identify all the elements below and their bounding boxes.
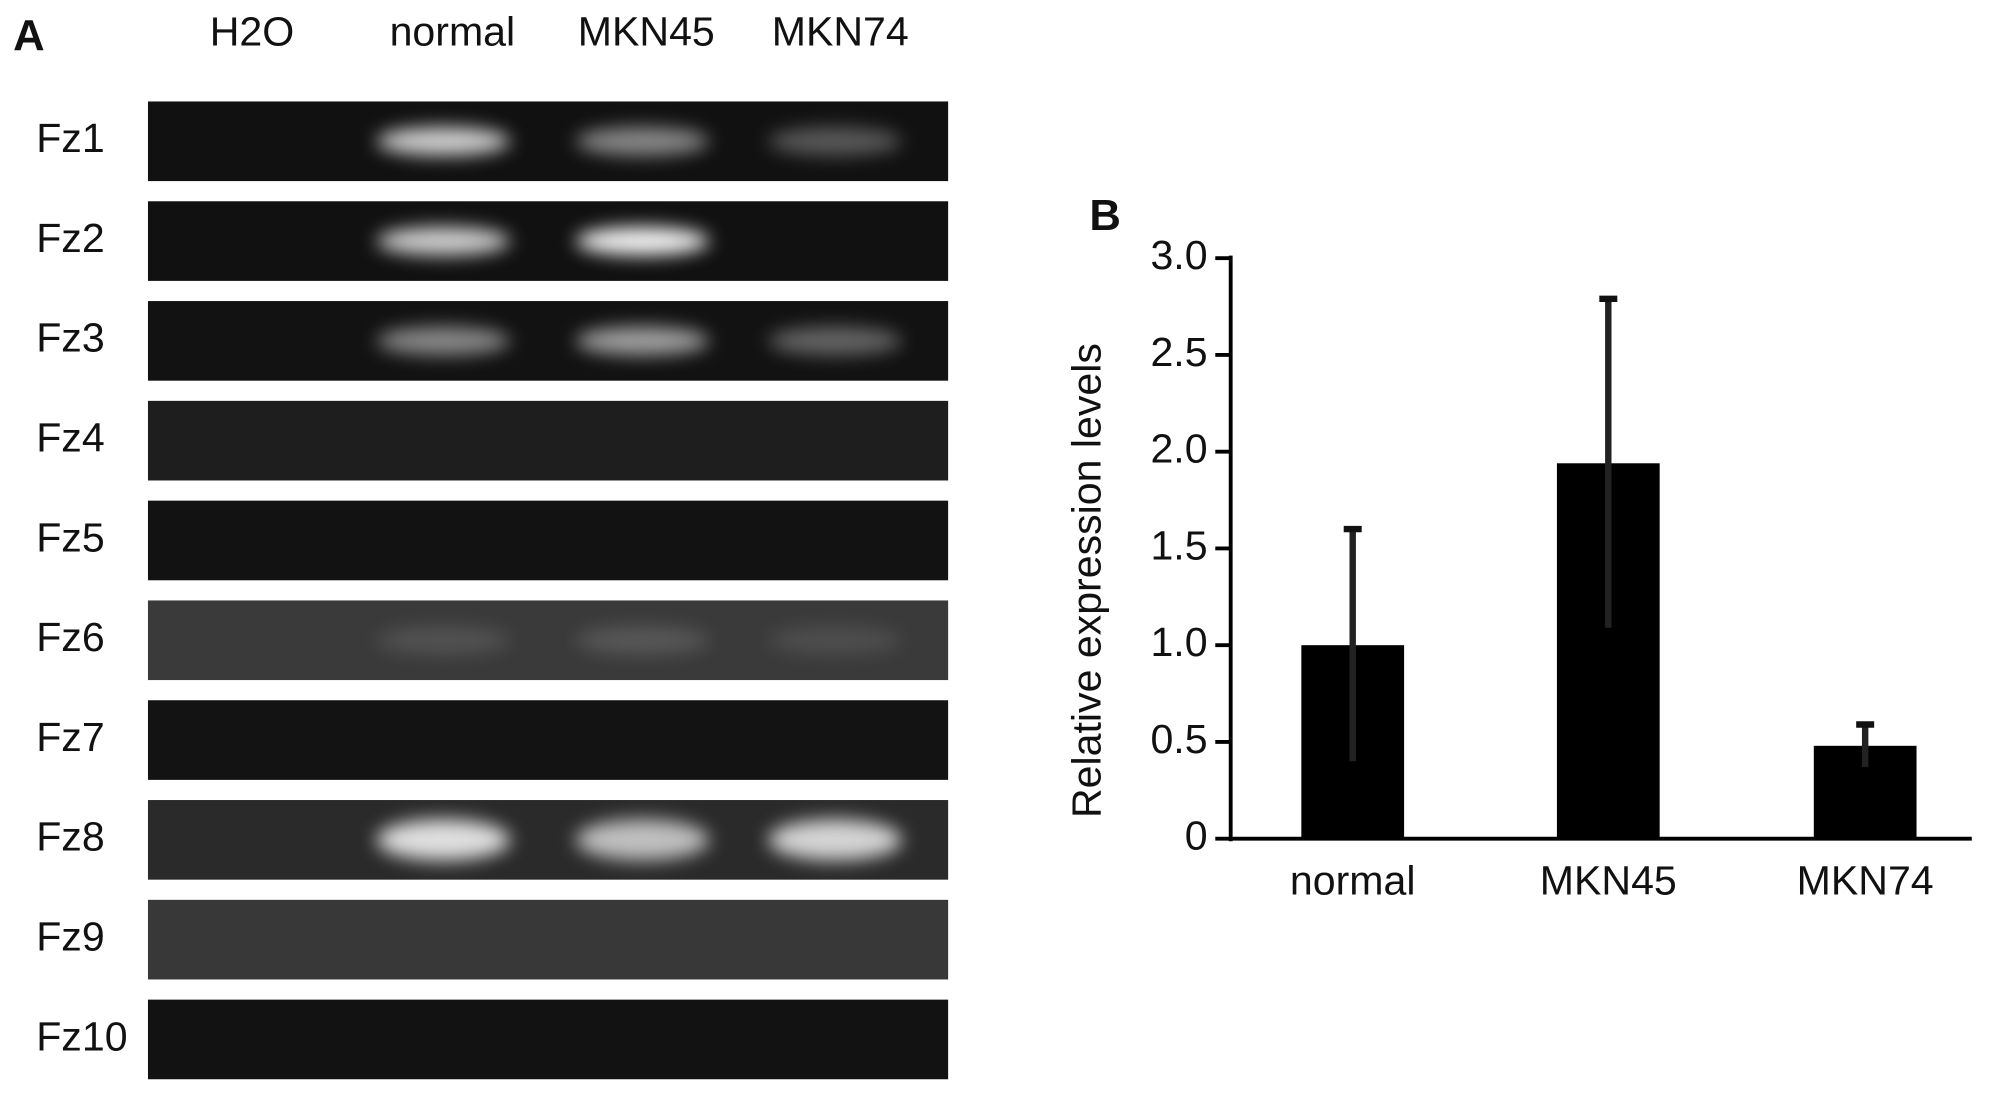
row-label: Fz7 <box>36 714 104 760</box>
y-tick-label: 1.0 <box>1150 619 1207 665</box>
row-label: Fz10 <box>36 1013 127 1059</box>
band <box>376 127 511 156</box>
lane-label: normal <box>390 9 516 55</box>
band <box>575 819 710 861</box>
y-tick-label: 2.5 <box>1150 329 1207 375</box>
bar-chart: 0 0.5 1.0 1.5 2.0 2.5 3.0 normal MKN45 MKN74 <box>1150 232 1972 904</box>
band <box>768 326 902 356</box>
x-tick-label: MKN74 <box>1797 858 1934 904</box>
row-label: Fz5 <box>36 514 104 560</box>
band <box>768 626 902 655</box>
panel-label: B <box>1089 191 1121 240</box>
gel-lane <box>147 201 949 281</box>
x-tick-label: MKN45 <box>1540 858 1677 904</box>
band <box>768 819 902 861</box>
x-tick-label: normal <box>1290 858 1416 904</box>
row-label: Fz1 <box>36 115 104 161</box>
band <box>768 127 902 156</box>
band <box>575 226 710 256</box>
band <box>376 326 511 356</box>
panel-label: A <box>13 11 45 60</box>
row-label: Fz4 <box>36 415 104 461</box>
gel-lane <box>147 500 949 581</box>
y-tick-label: 0.5 <box>1150 716 1207 762</box>
band <box>376 626 511 655</box>
row-label: Fz9 <box>36 914 104 960</box>
y-tick-label: 1.5 <box>1150 522 1207 568</box>
band <box>376 226 511 256</box>
row-label: Fz8 <box>36 814 104 860</box>
band <box>575 326 710 356</box>
gel-lane <box>147 899 949 980</box>
gel-lane <box>147 999 949 1080</box>
gel: H2O normal MKN45 MKN74 Fz1 Fz2 Fz3 Fz4 Fz5 Fz6 Fz7… <box>36 9 949 1080</box>
gel-lane <box>147 400 949 481</box>
lane-label: H2O <box>210 9 294 55</box>
lane-label: MKN74 <box>772 9 909 55</box>
row-label: Fz3 <box>36 315 104 361</box>
band <box>575 626 710 655</box>
band <box>376 819 511 861</box>
y-axis-label: Relative expression levels <box>1063 343 1109 818</box>
y-tick-label: 3.0 <box>1150 232 1207 278</box>
y-tick-label: 2.0 <box>1150 426 1207 472</box>
gel-lane <box>147 700 949 780</box>
y-tick-label: 0 <box>1185 813 1208 859</box>
band <box>575 127 710 156</box>
lane-label: MKN45 <box>578 9 715 55</box>
row-label: Fz6 <box>36 614 104 660</box>
row-label: Fz2 <box>36 215 104 261</box>
